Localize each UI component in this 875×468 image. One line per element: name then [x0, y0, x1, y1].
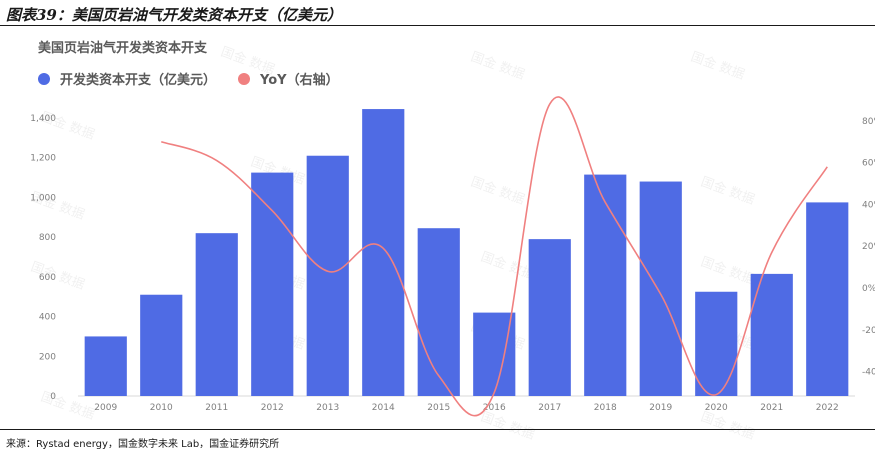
x-tick-label: 2014	[372, 403, 395, 413]
legend-dot-capex	[38, 72, 50, 85]
bar	[140, 294, 183, 396]
yoy-line	[160, 96, 828, 417]
legend-label-yoy: YoY（右轴）	[260, 73, 339, 88]
x-tick-label: 2020	[705, 403, 728, 413]
y-right-tick-label: 80%	[862, 117, 875, 127]
legend-item-yoy: YoY（右轴）	[238, 69, 339, 88]
bar	[195, 233, 238, 396]
x-tick-label: 2009	[94, 403, 117, 413]
y-left-tick-label: 800	[39, 233, 56, 243]
y-left-tick-label: 0	[50, 392, 56, 402]
source-note: 来源：Rystad energy，国金数字未来 Lab，国金证券研究所	[6, 439, 280, 450]
y-left-tick-label: 1,200	[30, 154, 56, 164]
y-left-tick-label: 1,000	[30, 193, 56, 203]
watermark-text: 国金 数据	[699, 174, 757, 208]
y-left-tick-label: 1,400	[30, 114, 56, 124]
bar	[639, 181, 682, 396]
chart-legend: 开发类资本开支（亿美元） YoY（右轴）	[38, 69, 361, 88]
y-left-tick-label: 200	[39, 352, 56, 362]
bar	[251, 172, 294, 396]
x-tick-label: 2010	[150, 403, 173, 413]
x-tick-label: 2018	[594, 403, 617, 413]
x-tick-label: 2011	[205, 403, 228, 413]
x-tick-label: 2013	[316, 403, 339, 413]
bar	[806, 202, 849, 396]
watermark-text: 国金 数据	[689, 49, 747, 83]
y-right-tick-label: 20%	[862, 242, 875, 252]
bar	[362, 109, 405, 397]
source-rule	[0, 429, 875, 430]
caption-rule	[0, 25, 875, 26]
watermark-text: 国金 数据	[699, 254, 757, 288]
y-left-tick-label: 600	[39, 273, 56, 283]
y-left-tick-label: 400	[39, 313, 56, 323]
x-tick-label: 2019	[649, 403, 672, 413]
x-tick-label: 2015	[427, 403, 450, 413]
bar	[584, 174, 627, 396]
legend-dot-yoy	[238, 72, 251, 85]
watermark-text: 国金 数据	[479, 249, 537, 283]
y-right-tick-label: 0%	[862, 284, 875, 294]
x-tick-label: 2021	[760, 403, 783, 413]
bar	[695, 291, 738, 396]
x-tick-label: 2022	[816, 403, 839, 413]
watermark-text: 国金 数据	[469, 49, 527, 83]
y-right-tick-label: 60%	[862, 159, 875, 169]
y-right-tick-label: -20	[862, 326, 875, 336]
x-tick-label: 2017	[538, 403, 561, 413]
figure-caption: 图表39：美国页岩油气开发类资本开支（亿美元）	[6, 6, 342, 24]
watermark-text: 国金 数据	[699, 409, 757, 443]
bar	[417, 228, 460, 396]
bar	[528, 239, 571, 396]
bar	[473, 312, 516, 396]
chart-title: 美国页岩油气开发类资本开支	[38, 41, 208, 56]
y-right-tick-label: 40%	[862, 200, 875, 210]
watermark-text: 国金 数据	[29, 259, 87, 293]
bar	[750, 273, 793, 396]
x-tick-label: 2012	[261, 403, 284, 413]
x-tick-label: 2016	[483, 403, 506, 413]
watermark-text: 国金 数据	[469, 174, 527, 208]
bar	[84, 336, 127, 396]
bar	[306, 155, 349, 396]
legend-item-capex: 开发类资本开支（亿美元）	[38, 69, 216, 88]
watermark-text: 国金 数据	[479, 409, 537, 443]
legend-label-capex: 开发类资本开支（亿美元）	[60, 73, 217, 88]
y-right-tick-label: -40	[862, 368, 875, 378]
